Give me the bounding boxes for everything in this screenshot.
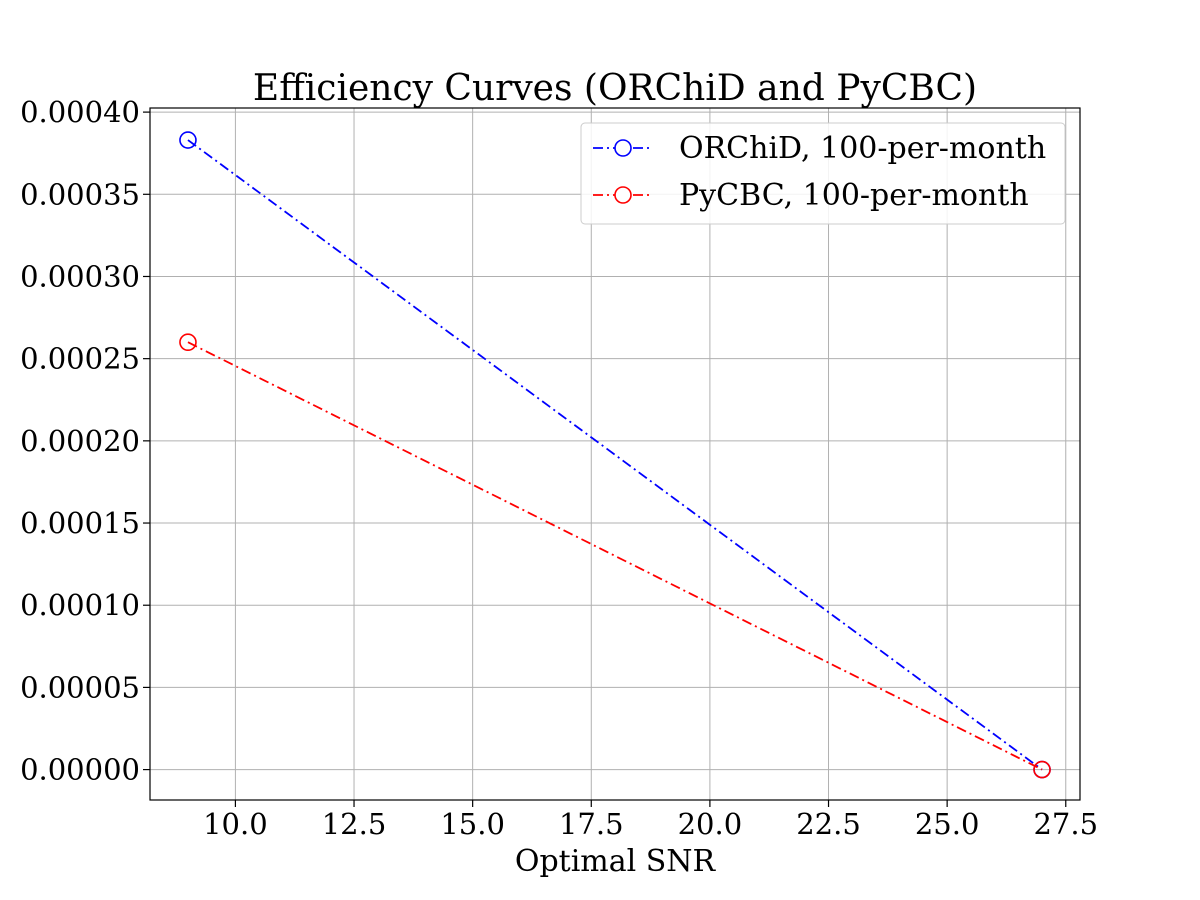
series-2-point (179, 333, 197, 352)
x-tick-label: 22.5 (796, 807, 861, 841)
y-tick-label: 0.00020 (20, 424, 140, 458)
series-layer (179, 131, 1051, 779)
legend-label-1: ORChiD, 100-per-month (679, 131, 1046, 166)
x-tick-label: 17.5 (559, 807, 624, 841)
y-tick-label: 0.00040 (20, 95, 140, 129)
series-2-point (1033, 760, 1051, 779)
y-tick-label: 0.00000 (20, 753, 140, 787)
x-tick-label: 20.0 (678, 807, 743, 841)
x-tick-label: 25.0 (915, 807, 980, 841)
legend-marker-2 (614, 186, 632, 204)
y-tick-label: 0.00010 (20, 588, 140, 622)
y-tick-label: 0.00015 (20, 506, 140, 540)
y-tick-label: 0.00025 (20, 342, 140, 376)
x-tick-label: 10.0 (203, 807, 268, 841)
axis-ticks: 10.0 12.5 15.0 17.5 20.0 22.5 25.0 27.5 0.00000 0… (20, 95, 1098, 841)
legend-box (580, 122, 1066, 225)
x-tick-label: 27.5 (1033, 807, 1098, 841)
y-tick-label: 0.00035 (20, 177, 140, 211)
x-tick-label: 15.0 (440, 807, 505, 841)
x-axis-label: Optimal SNR (515, 844, 717, 879)
x-tick-label: 12.5 (322, 807, 387, 841)
series-line-2 (187, 341, 1043, 771)
legend-marker-1 (614, 139, 632, 157)
legend-label-2: PyCBC, 100-per-month (679, 178, 1029, 213)
y-tick-label: 0.00005 (20, 670, 140, 704)
chart-title: Efficiency Curves (ORChiD and PyCBC) (253, 68, 977, 109)
plot-frame (149, 107, 1081, 801)
y-tick-label: 0.00030 (20, 259, 140, 293)
series-line-1 (187, 139, 1043, 771)
series-1-point (179, 131, 197, 149)
legend: ORChiD, 100-per-month PyCBC, 100-per-mont… (580, 122, 1066, 225)
